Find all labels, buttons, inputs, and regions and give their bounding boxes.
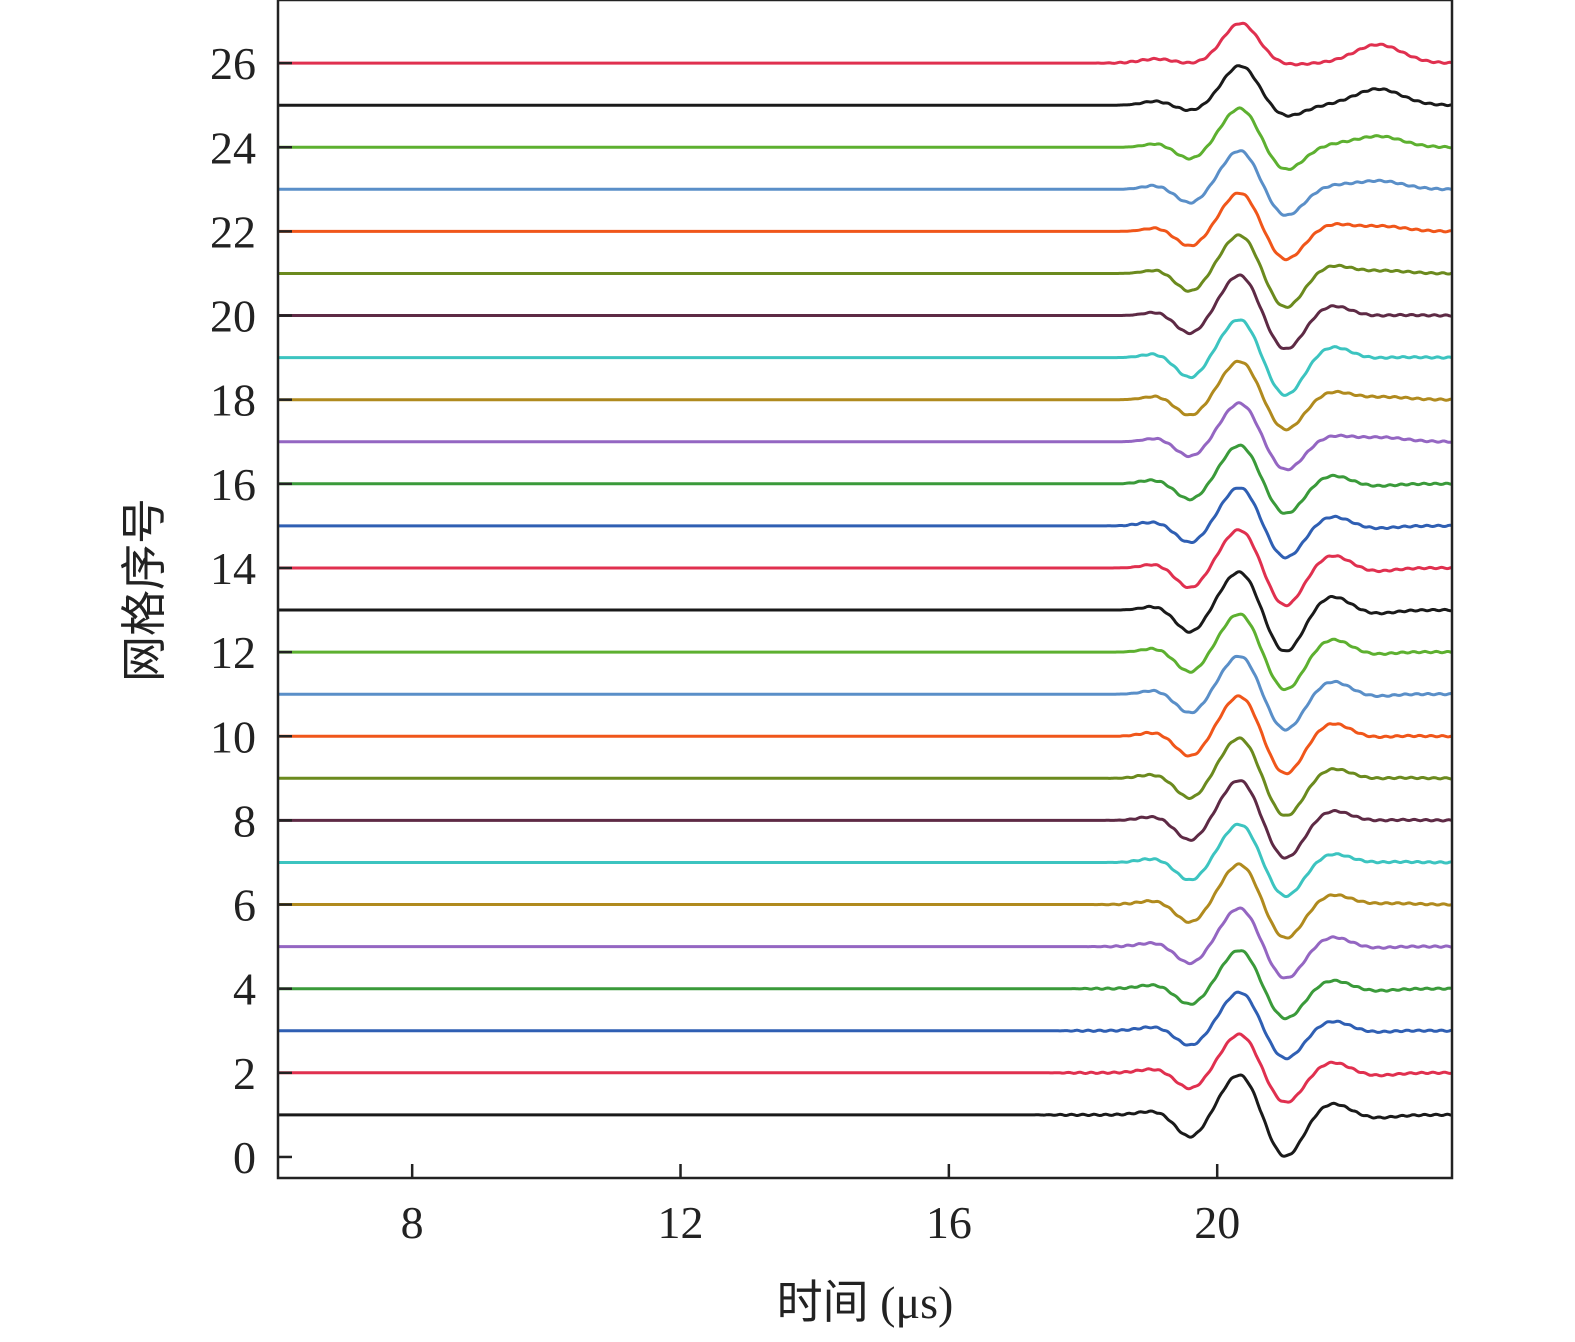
trace-line-15 — [277, 486, 1453, 560]
y-tick-label: 16 — [210, 459, 256, 510]
trace-line-5 — [277, 906, 1453, 980]
trace-line-9 — [277, 736, 1453, 817]
y-tick-label: 6 — [233, 880, 256, 931]
trace-series-group — [277, 21, 1453, 1158]
trace-line-10 — [277, 694, 1453, 776]
trace-line-4 — [277, 949, 1453, 1021]
trace-line-8 — [277, 779, 1453, 860]
trace-line-22 — [277, 191, 1453, 262]
y-tick-label: 26 — [210, 38, 256, 89]
x-axis-title: 时间 (μs) — [777, 1277, 954, 1328]
x-tick-label: 12 — [658, 1197, 704, 1248]
y-tick-label: 22 — [210, 206, 256, 257]
trace-line-11 — [277, 654, 1453, 732]
trace-line-18 — [277, 359, 1453, 432]
trace-line-12 — [277, 612, 1453, 692]
trace-line-17 — [277, 401, 1453, 472]
y-tick-label: 8 — [233, 795, 256, 846]
y-axis-title: 网格序号 — [119, 498, 170, 682]
trace-line-19 — [277, 318, 1453, 397]
trace-line-3 — [277, 990, 1453, 1061]
y-tick-label: 20 — [210, 291, 256, 342]
y-tick-label: 24 — [210, 122, 256, 173]
trace-line-24 — [277, 106, 1453, 171]
y-tick-label: 12 — [210, 627, 256, 678]
trace-line-6 — [277, 862, 1453, 940]
trace-line-23 — [277, 149, 1453, 217]
x-tick-label: 20 — [1194, 1197, 1240, 1248]
trace-line-26 — [277, 21, 1453, 67]
y-tick-label: 10 — [210, 711, 256, 762]
trace-line-14 — [277, 528, 1453, 608]
x-axis: 8 12 16 20 — [401, 1164, 1240, 1248]
trace-line-16 — [277, 443, 1453, 515]
x-tick-label: 16 — [926, 1197, 972, 1248]
trace-line-2 — [277, 1032, 1453, 1104]
trace-line-21 — [277, 233, 1453, 309]
trace-line-25 — [277, 64, 1453, 118]
trace-line-20 — [277, 273, 1453, 350]
x-tick-label: 8 — [401, 1197, 424, 1248]
y-tick-label: 0 — [233, 1132, 256, 1183]
y-tick-label: 4 — [233, 964, 256, 1015]
trace-line-1 — [277, 1073, 1453, 1158]
y-tick-label: 2 — [233, 1048, 256, 1099]
y-tick-label: 18 — [210, 375, 256, 426]
trace-line-7 — [277, 822, 1453, 899]
y-tick-label: 14 — [210, 543, 256, 594]
plot-frame — [276, 0, 1454, 1180]
trace-line-13 — [277, 570, 1453, 653]
